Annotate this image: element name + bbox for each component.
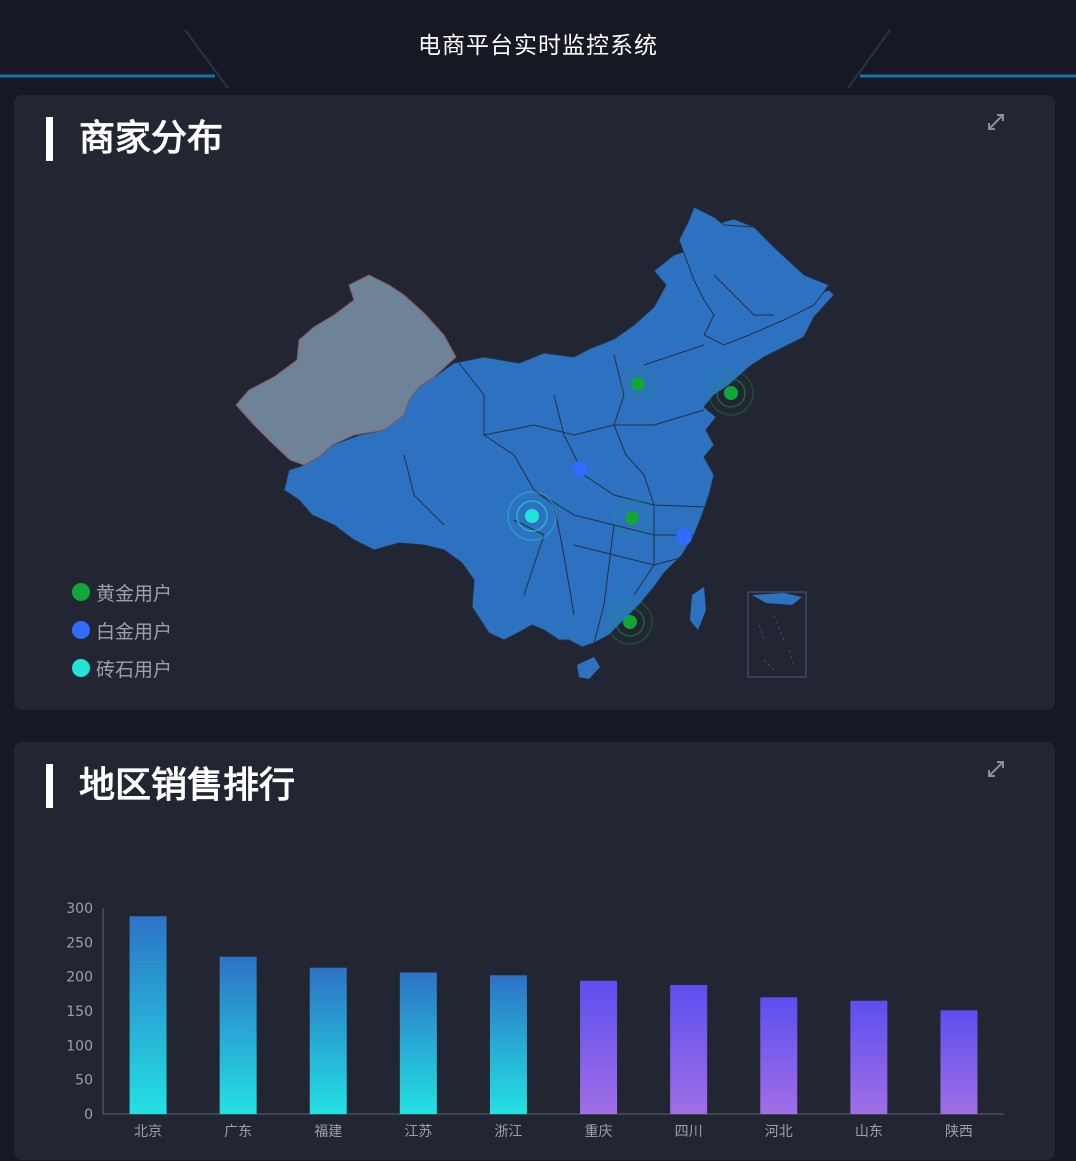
bar-6[interactable] (670, 984, 708, 1114)
y-tick-label: 150 (66, 1004, 93, 1020)
map-legend: 黄金用户 白金用户 砖石用户 (72, 573, 172, 687)
bar-panel-title: 地区销售排行 (46, 764, 295, 808)
x-tick-label: 福建 (314, 1124, 342, 1140)
x-tick-label: 浙江 (494, 1124, 522, 1140)
marker-gold-liaoning[interactable] (708, 370, 754, 416)
china-map (235, 206, 835, 679)
map-regions (235, 206, 835, 679)
hainan-region[interactable] (577, 657, 600, 679)
x-tick-label: 四川 (675, 1124, 703, 1140)
merchant-distribution-panel: 商家分布 黄金用户 白金用户 砖石用户 (14, 95, 1055, 710)
taiwan-region[interactable] (690, 587, 706, 630)
y-tick-label: 100 (66, 1038, 93, 1054)
bar-1[interactable] (219, 956, 257, 1114)
xinjiang-region[interactable] (235, 274, 457, 466)
bar-4[interactable] (489, 975, 527, 1114)
y-tick-label: 50 (75, 1073, 93, 1089)
marker-gold-beijing[interactable] (621, 367, 655, 401)
legend-label: 白金用户 (96, 620, 173, 643)
page-title: 电商平台实时监控系统 (418, 33, 658, 59)
legend-item-gold[interactable]: 黄金用户 (72, 573, 172, 611)
map-panel-title: 商家分布 (46, 117, 223, 161)
legend-dot-icon (72, 583, 90, 601)
bar-9[interactable] (940, 1010, 978, 1114)
app-header: 电商平台实时监控系统 (0, 0, 1076, 88)
expand-icon[interactable] (985, 758, 1007, 780)
x-tick-label: 北京 (134, 1124, 162, 1140)
y-tick-label: 200 (66, 970, 93, 986)
marker-platinum-zhejiang[interactable] (676, 529, 692, 545)
bar-2[interactable] (309, 967, 347, 1114)
x-tick-label: 江苏 (404, 1124, 432, 1140)
x-tick-label: 山东 (855, 1124, 883, 1140)
legend-dot-icon (72, 621, 90, 639)
x-tick-label: 陕西 (945, 1124, 973, 1140)
legend-item-platinum[interactable]: 白金用户 (72, 611, 172, 649)
y-tick-label: 0 (84, 1107, 93, 1123)
expand-icon[interactable] (985, 111, 1007, 133)
sales-bar-chart: 0 50 100 150 200 250 300 北京 广东 福建 江苏 浙江 重庆 四川 河北 山东 陕西 (66, 901, 1004, 1140)
bar-5[interactable] (580, 980, 618, 1114)
marker-diamond-sichuan[interactable] (507, 491, 557, 541)
legend-dot-icon (72, 659, 90, 677)
y-tick-label: 250 (66, 935, 93, 951)
x-tick-label: 重庆 (585, 1124, 613, 1140)
bar-3[interactable] (399, 972, 437, 1114)
y-tick-label: 300 (66, 901, 93, 917)
x-tick-label: 河北 (765, 1124, 793, 1140)
legend-label: 砖石用户 (96, 658, 173, 681)
bar-7[interactable] (760, 997, 798, 1114)
marker-gold-hubei[interactable] (613, 499, 651, 537)
bar-0[interactable] (129, 916, 167, 1114)
marker-platinum-shaanxi[interactable] (572, 461, 588, 477)
legend-item-diamond[interactable]: 砖石用户 (72, 649, 172, 687)
legend-label: 黄金用户 (96, 582, 173, 605)
bar-8[interactable] (850, 1000, 888, 1114)
header-decoration (0, 29, 1076, 88)
northeast-region[interactable] (678, 206, 830, 346)
regional-sales-panel: 0 50 100 150 200 250 300 北京 广东 福建 江苏 浙江 重庆 四川 河北 山东 陕西 … (14, 742, 1055, 1160)
marker-gold-guangdong[interactable] (607, 599, 653, 645)
x-tick-label: 广东 (224, 1124, 252, 1140)
south-sea-inset (747, 591, 807, 678)
